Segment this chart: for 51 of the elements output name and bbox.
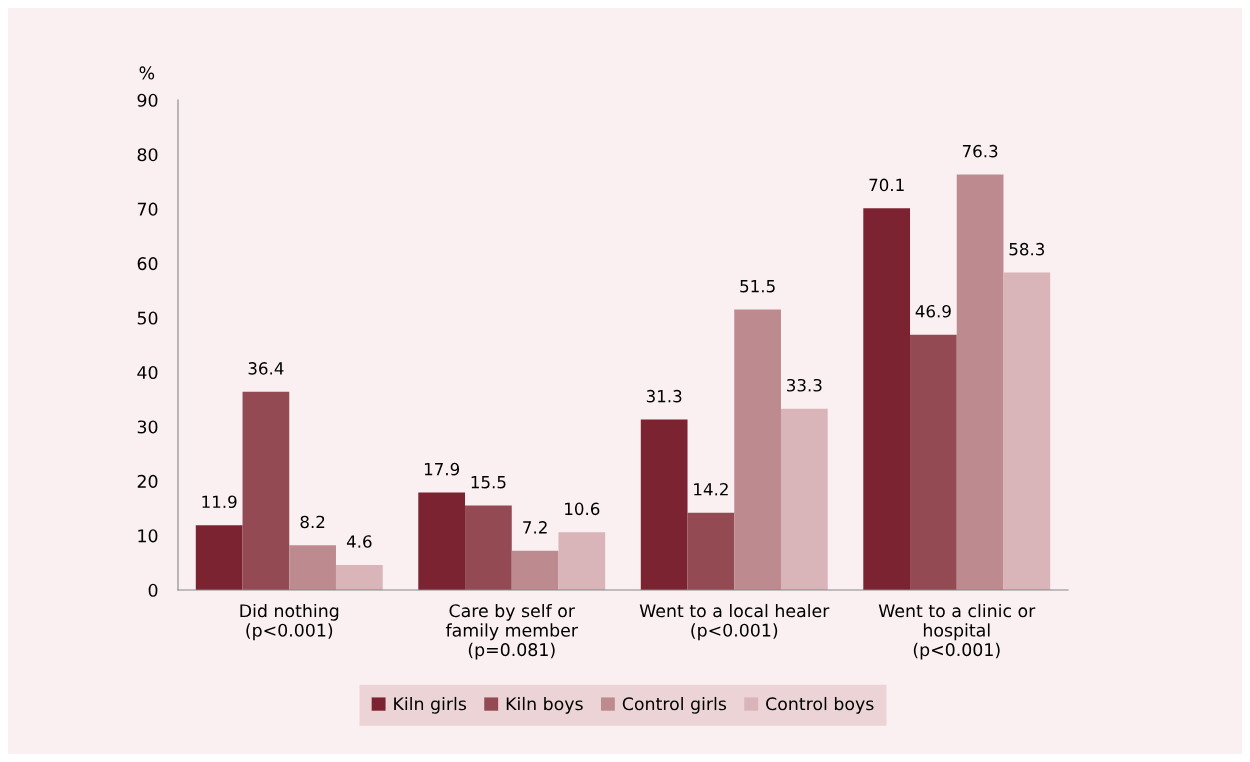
y-tick-label: 40: [137, 365, 158, 380]
bar: [289, 545, 336, 590]
bar: [1003, 272, 1051, 590]
data-label: 8.2: [300, 515, 325, 529]
bar: [418, 492, 466, 590]
data-label: 58.3: [1009, 242, 1045, 256]
bar: [558, 532, 606, 590]
y-tick-label: 50: [137, 311, 158, 325]
y-tick-label: 80: [137, 148, 158, 162]
data-label: 70.1: [869, 178, 904, 192]
y-tick-label: 60: [137, 257, 158, 271]
legend-label: Kiln boys: [506, 696, 583, 714]
y-axis-title: %: [139, 66, 155, 80]
data-label: 33.3: [787, 378, 822, 392]
y-tick-label: 70: [137, 202, 158, 216]
bar: [734, 309, 781, 590]
data-label: 36.4: [248, 362, 284, 375]
y-tick-label: 20: [137, 474, 158, 488]
data-label: 51.5: [740, 280, 775, 293]
data-label: 17.9: [424, 462, 460, 476]
x-tick-label: Did nothing (p<0.001): [240, 603, 339, 641]
data-label: 4.6: [346, 535, 372, 548]
data-label: 76.3: [962, 144, 998, 158]
x-tick-label: Went to a local healer (p<0.001): [639, 603, 830, 641]
data-label: 31.3: [646, 389, 682, 403]
data-label: 46.9: [915, 304, 951, 318]
y-tick-label: 0: [148, 583, 158, 597]
bar: [780, 408, 828, 590]
x-tick-label: Went to a clinic or hospital (p<0.001): [878, 603, 1036, 660]
legend-label: Control girls: [622, 696, 727, 714]
bar: [687, 512, 735, 590]
y-tick-label: 10: [138, 529, 158, 543]
data-label: 14.2: [694, 482, 728, 496]
bar: [465, 505, 512, 590]
bar: [956, 174, 1004, 590]
x-tick-label: Care by self or family member (p=0.081): [445, 603, 578, 660]
legend-label: Kiln girls: [394, 696, 467, 714]
data-label: 7.2: [523, 521, 547, 534]
bar: [640, 419, 688, 590]
bar: [335, 564, 383, 590]
bar: [195, 525, 243, 590]
bar: [511, 550, 559, 590]
legend-label: Control boys: [766, 696, 874, 714]
data-label: 10.6: [565, 502, 600, 516]
bar: [242, 391, 290, 590]
bar: [863, 208, 911, 590]
y-tick-label: 90: [137, 93, 158, 107]
y-tick-label: 30: [137, 420, 158, 434]
bar: [910, 334, 957, 590]
data-label: 11.9: [202, 495, 237, 509]
data-label: 15.5: [471, 476, 506, 489]
